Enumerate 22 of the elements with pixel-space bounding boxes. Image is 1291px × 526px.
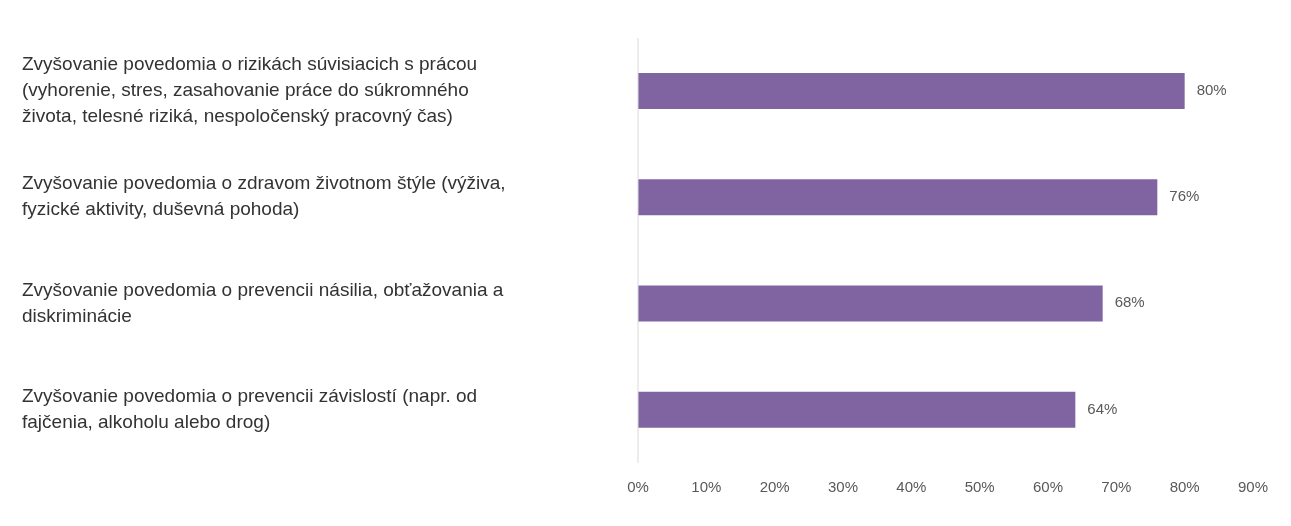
- bar: [638, 285, 1103, 322]
- x-tick-label: 70%: [1101, 477, 1132, 495]
- data-label: 76%: [1169, 187, 1200, 205]
- y-tick-label: Zvyšovanie povedomia o rizikách súvisiacich s prácou (vyhorenie, stres, zasahovanie práce do súkromného života, telesné riziká, nespoločenský pracovný čas): [22, 53, 478, 127]
- data-label: 68%: [1114, 293, 1145, 311]
- x-tick-label: 40%: [896, 477, 927, 495]
- y-tick-label: Zvyšovanie povedomia o prevencii násilia, obťažovania a diskriminácie: [22, 278, 504, 326]
- x-tick-label: 0%: [627, 477, 649, 495]
- x-tick-label: 90%: [1237, 477, 1269, 495]
- y-tick-label: Zvyšovanie povedomia o zdravom životnom štýle (výživa, fyzické aktivity, duševná pohoda): [22, 172, 506, 220]
- x-tick-label: 10%: [691, 477, 722, 495]
- bar: [638, 73, 1185, 109]
- data-label: 80%: [1196, 80, 1227, 98]
- x-tick-label: 50%: [964, 477, 995, 495]
- x-tick-label: 80%: [1169, 477, 1200, 495]
- data-label: 64%: [1087, 399, 1118, 417]
- x-tick-label: 60%: [1032, 477, 1064, 495]
- y-tick-label: Zvyšovanie povedomia o prevencii závislostí (napr. od fajčenia, alkoholu alebo drog): [22, 384, 478, 432]
- bar: [638, 179, 1158, 216]
- x-tick-label: 20%: [759, 477, 790, 495]
- x-tick-label: 30%: [827, 477, 859, 495]
- bar: [638, 391, 1076, 428]
